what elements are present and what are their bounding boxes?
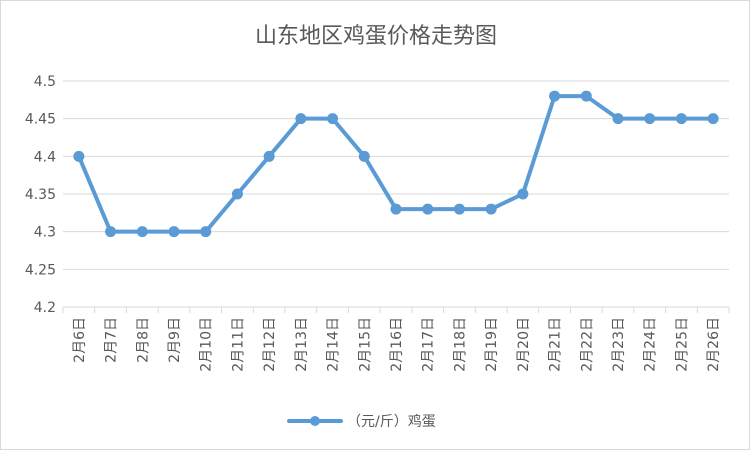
data-point xyxy=(231,188,243,200)
x-tick-label: 2月13日 xyxy=(294,317,310,372)
legend-marker xyxy=(310,416,320,426)
x-tick-label: 2月22日 xyxy=(579,317,595,372)
data-point xyxy=(327,113,339,125)
series-layer xyxy=(73,90,719,238)
data-point xyxy=(580,90,592,102)
gridlines xyxy=(63,80,729,308)
data-point xyxy=(549,90,561,102)
data-point xyxy=(675,113,687,125)
legend: （元/斤）鸡蛋 xyxy=(287,413,436,430)
data-point xyxy=(105,226,117,238)
x-tick-label: 2月7日 xyxy=(104,317,120,363)
data-point xyxy=(707,113,719,125)
data-point xyxy=(422,203,434,215)
x-axis-ticks: 2月6日 2月7日 2月8日 2月9日 2月10日 2月11日 2月12日 2月13日 2月14… xyxy=(62,307,730,372)
y-tick-label: 4.45 xyxy=(25,112,56,128)
x-tick-label: 2月6日 xyxy=(72,317,88,363)
x-tick-label: 2月14日 xyxy=(326,317,342,372)
x-tick-label: 2月9日 xyxy=(167,317,183,363)
y-tick-label: 4.25 xyxy=(25,262,56,278)
data-point xyxy=(73,150,85,162)
data-point xyxy=(168,226,180,238)
data-point xyxy=(612,113,624,125)
data-point xyxy=(358,150,370,162)
x-tick-label: 2月23日 xyxy=(611,317,627,372)
x-tick-label: 2月8日 xyxy=(135,317,151,363)
y-tick-label: 4.35 xyxy=(25,187,56,203)
x-tick-label: 2月24日 xyxy=(643,317,659,372)
y-tick-label: 4.2 xyxy=(34,300,56,316)
legend-label: （元/斤）鸡蛋 xyxy=(347,413,436,430)
x-tick-label: 2月25日 xyxy=(674,317,690,372)
x-tick-label: 2月26日 xyxy=(706,317,722,372)
x-tick-label: 2月11日 xyxy=(230,317,246,372)
data-point xyxy=(485,203,497,215)
x-tick-label: 2月17日 xyxy=(421,317,437,372)
y-tick-label: 4.5 xyxy=(34,74,56,90)
x-tick-label: 2月10日 xyxy=(199,317,215,372)
data-point xyxy=(453,203,465,215)
y-tick-label: 4.4 xyxy=(34,149,56,165)
data-point xyxy=(644,113,656,125)
data-point xyxy=(295,113,307,125)
y-tick-label: 4.3 xyxy=(34,225,56,241)
chart-title: 山东地区鸡蛋价格走势图 xyxy=(255,24,497,49)
x-tick-label: 2月21日 xyxy=(548,317,564,372)
y-axis-ticks: 4.2 4.25 4.3 4.35 4.4 4.45 4.5 xyxy=(25,74,56,316)
x-tick-label: 2月20日 xyxy=(516,317,532,372)
x-tick-label: 2月18日 xyxy=(452,317,468,372)
x-tick-label: 2月16日 xyxy=(389,317,405,372)
data-point xyxy=(136,226,148,238)
data-point xyxy=(200,226,212,238)
data-point xyxy=(263,150,275,162)
x-tick-label: 2月19日 xyxy=(484,317,500,372)
data-point xyxy=(517,188,529,200)
data-point xyxy=(390,203,402,215)
x-tick-label: 2月15日 xyxy=(357,317,373,372)
x-tick-label: 2月12日 xyxy=(262,317,278,372)
